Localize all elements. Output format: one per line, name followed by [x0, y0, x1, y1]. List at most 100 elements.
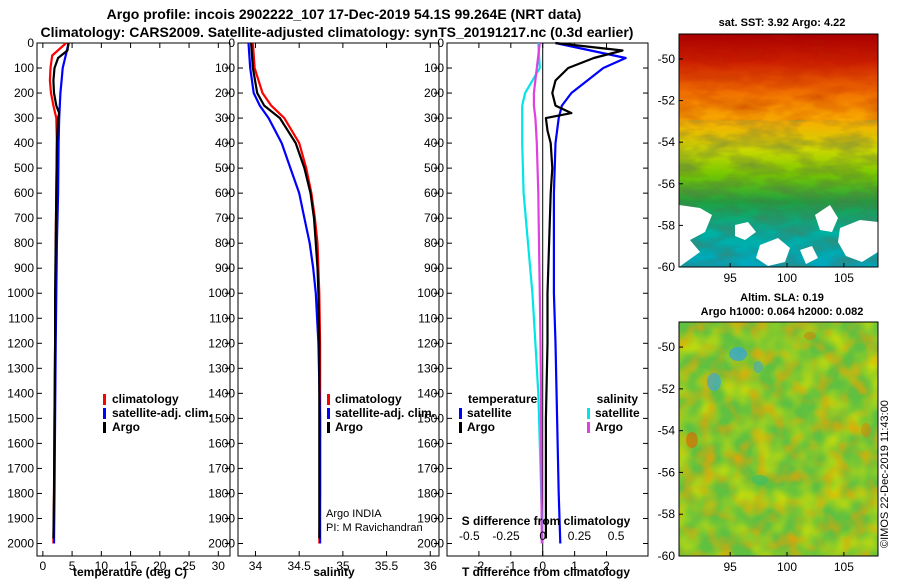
- depth-tick-label: 800: [424, 236, 444, 250]
- depth-tick-label: 1600: [7, 436, 34, 450]
- x-tick-label: 30: [212, 559, 226, 573]
- temperature-plot-frame: [36, 42, 231, 557]
- legend-label-argo: Argo: [112, 420, 140, 434]
- argo-credit-line1: Argo INDIA: [326, 508, 382, 520]
- figure-title-line2: Climatology: CARS2009. Satellite-adjuste…: [41, 24, 634, 40]
- legend-label-s-satellite: satellite: [595, 406, 640, 420]
- depth-tick-label: 500: [215, 161, 235, 175]
- depth-tick-label: 0: [27, 36, 34, 50]
- depth-tick-label: 1900: [7, 511, 34, 525]
- difference-legend: temperature satellite Argo salinity sate…: [459, 392, 640, 434]
- depth-tick-label: 900: [424, 261, 444, 275]
- x-tick-label: 2: [603, 559, 610, 573]
- sst-map-ticks: 95 100 105 -50 -52 -54 -56 -58 -60: [658, 52, 855, 285]
- depth-tick-label: 200: [424, 86, 444, 100]
- series-line-s-argo: [532, 42, 543, 544]
- depth-tick-label: 1200: [208, 336, 235, 350]
- s-tick-label: -0.5: [459, 529, 480, 543]
- depth-tick-label: 600: [215, 186, 235, 200]
- depth-tick-label: 1400: [208, 386, 235, 400]
- x-tick-label: 20: [153, 559, 167, 573]
- depth-tick-label: 400: [424, 136, 444, 150]
- x-tick-label: 35: [336, 559, 350, 573]
- map-x-tick-label: 95: [723, 560, 737, 574]
- sla-eddies: [686, 332, 871, 485]
- sla-map-panel: Altim. SLA: 0.19 Argo h1000: 0.064 h2000…: [658, 292, 879, 574]
- legend-label-satellite: satellite-adj. clim.: [112, 406, 212, 420]
- depth-tick-label: 1000: [417, 286, 444, 300]
- depth-tick-label: 500: [424, 161, 444, 175]
- temperature-marks: 0100200300400500600700800900100011001200…: [7, 36, 230, 573]
- legend-label-climatology-s: climatology: [335, 392, 402, 406]
- depth-tick-label: 1000: [7, 286, 34, 300]
- legend-swatch-climatology: [103, 394, 106, 405]
- legend-label-argo-s: Argo: [335, 420, 363, 434]
- sla-map-title-line1: Altim. SLA: 0.19: [740, 292, 824, 304]
- salinity-panel: 0 100 200 300 400 500 600 700 800 900 1000 1100 1200…: [208, 36, 440, 579]
- legend-swatch-argo-s: [327, 422, 330, 433]
- sst-map-frame: [678, 33, 879, 268]
- temperature-xlabel: temperature (deg C): [73, 565, 187, 579]
- legend-label-climatology: climatology: [112, 392, 179, 406]
- s-tick-label: 0.5: [608, 529, 625, 543]
- x-tick-label: 25: [182, 559, 196, 573]
- sla-texture-orange: [679, 322, 878, 556]
- map-y-tick-label: -52: [658, 382, 676, 396]
- depth-tick-label: 600: [424, 186, 444, 200]
- map-x-tick-label: 95: [723, 271, 737, 285]
- x-tick-label: 35.5: [375, 559, 399, 573]
- sst-map-panel: sat. SST: 3.92 Argo: 4.22 95 100 105 -50 -52…: [658, 17, 879, 285]
- x-tick-label: 15: [124, 559, 138, 573]
- x-tick-label: 34: [249, 559, 263, 573]
- sla-map-ticks: 95 100 105 -50 -52 -54 -56 -58 -60: [658, 340, 855, 574]
- map-y-tick-label: -58: [658, 218, 676, 232]
- imos-timestamp: ©IMOS 22-Dec-2019 11:43:00: [879, 400, 891, 548]
- sst-land-mask: [679, 205, 878, 267]
- depth-tick-label: 2000: [208, 536, 235, 550]
- depth-tick-label: 1900: [417, 511, 444, 525]
- depth-tick-label: 1700: [417, 461, 444, 475]
- sla-map-title-line2: Argo h1000: 0.064 h2000: 0.082: [701, 306, 864, 318]
- s-tick-label: 0: [539, 529, 546, 543]
- s-tick-label: -0.25: [492, 529, 520, 543]
- legend-label-satellite-s: satellite-adj. clim.: [335, 406, 435, 420]
- legend-title-salinity: salinity: [597, 392, 639, 406]
- depth-tick-label: 1700: [7, 461, 34, 475]
- temperature-legend: climatology satellite-adj. clim. Argo: [103, 392, 212, 434]
- x-tick-label: -1: [505, 559, 516, 573]
- depth-tick-label: 1400: [7, 386, 34, 400]
- depth-tick-label: 1100: [8, 311, 34, 325]
- x-tick-label: 36: [424, 559, 438, 573]
- depth-tick-label: 400: [215, 136, 235, 150]
- map-x-tick-label: 105: [834, 560, 854, 574]
- legend-swatch-satellite-s: [327, 408, 330, 419]
- depth-tick-label: 1300: [417, 361, 444, 375]
- map-y-tick-label: -52: [658, 94, 676, 108]
- salinity-xlabel: salinity: [313, 565, 355, 579]
- salinity-legend: climatology satellite-adj. clim. Argo: [327, 392, 435, 434]
- depth-tick-label: 800: [14, 236, 34, 250]
- map-y-tick-label: -58: [658, 507, 676, 521]
- legend-title-temperature: temperature: [468, 392, 538, 406]
- x-tick-label: 0: [539, 559, 546, 573]
- x-tick-label: 1: [571, 559, 578, 573]
- series-line-argo: [250, 42, 321, 539]
- series-line-t-argo: [544, 41, 624, 539]
- legend-swatch-t-argo: [459, 422, 462, 433]
- series-line-s-satellite: [521, 42, 544, 544]
- depth-tick-label: 800: [215, 236, 235, 250]
- salinity-marks: 0 100 200 300 400 500 600 700 800 900 1000 1100 1200…: [208, 36, 439, 573]
- depth-tick-label: 400: [14, 136, 34, 150]
- legend-swatch-climatology-s: [327, 394, 330, 405]
- depth-tick-label: 1200: [7, 336, 34, 350]
- map-y-tick-label: -54: [658, 135, 676, 149]
- sla-map-frame: [678, 321, 879, 557]
- depth-tick-label: 1200: [417, 336, 444, 350]
- map-x-tick-label: 100: [777, 271, 797, 285]
- x-tick-label: -2: [474, 559, 485, 573]
- depth-tick-label: 300: [14, 111, 34, 125]
- depth-tick-label: 1500: [208, 411, 235, 425]
- map-y-tick-label: -60: [658, 549, 676, 563]
- legend-label-t-argo: Argo: [467, 420, 495, 434]
